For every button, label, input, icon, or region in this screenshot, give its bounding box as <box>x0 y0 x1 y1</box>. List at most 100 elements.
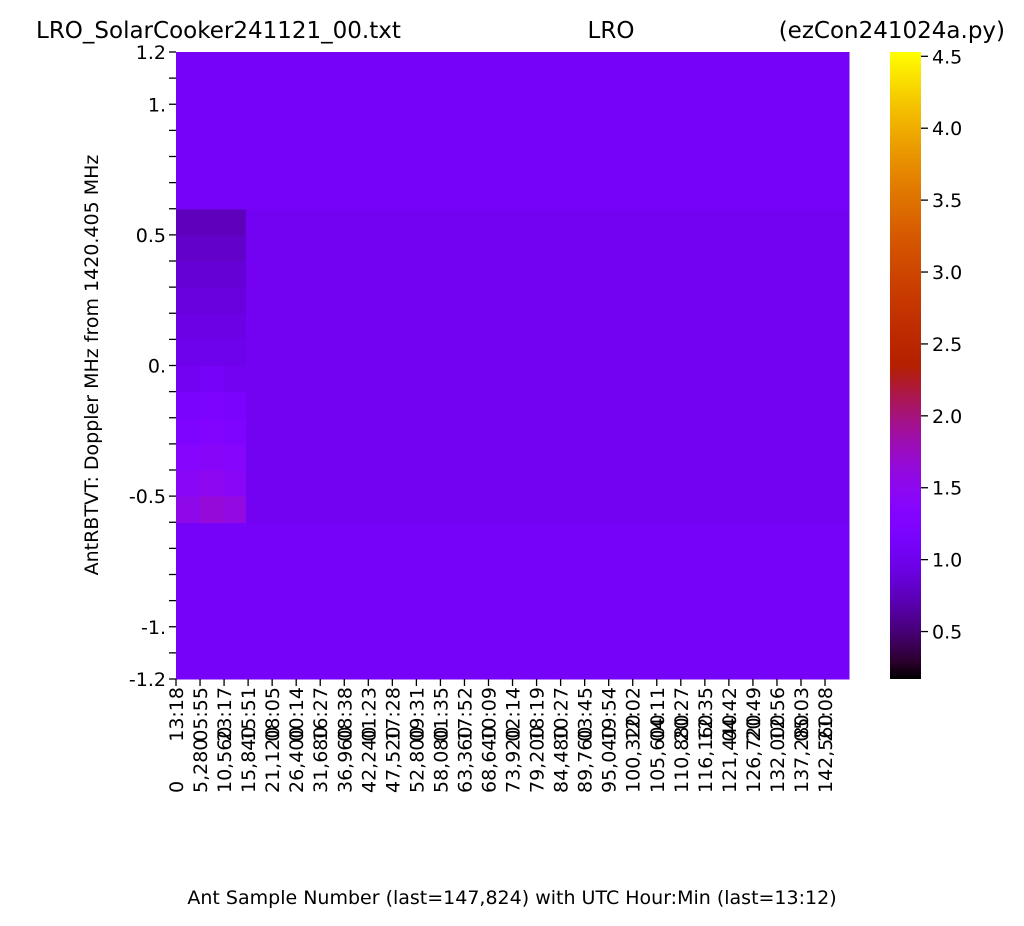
heatmap-cell <box>176 417 201 445</box>
heatmap-cell <box>296 208 345 236</box>
heatmap-cell <box>776 287 850 314</box>
heatmap-cell <box>224 208 247 236</box>
title-right: (ezCon241024a.py) <box>779 18 1005 44</box>
y-tick-label: 0.5 <box>136 225 166 247</box>
heatmap-cell <box>632 208 682 236</box>
heatmap-cell <box>246 522 297 680</box>
heatmap-cell <box>344 208 393 236</box>
heatmap-cell <box>680 234 730 262</box>
heatmap-cell <box>680 522 730 680</box>
heatmap-cell <box>776 417 850 445</box>
heatmap-cell <box>728 496 778 523</box>
heatmap-cell <box>488 52 538 210</box>
heatmap-cell <box>200 391 225 419</box>
heatmap-cell <box>632 287 682 314</box>
x-tick-time: 03:45 <box>575 687 597 742</box>
heatmap-cell <box>392 443 442 471</box>
heatmap-cell <box>224 496 247 523</box>
x-tick-label: 0 <box>166 781 188 793</box>
heatmap-cell <box>584 261 634 288</box>
heatmap-cell <box>584 391 634 419</box>
heatmap-cell <box>392 365 442 393</box>
x-tick-label: 10,560 <box>214 727 236 793</box>
heatmap-cell <box>680 470 730 497</box>
x-tick-time: 18:19 <box>527 687 549 742</box>
heatmap-cell <box>296 522 345 680</box>
heatmap-cell <box>536 443 586 471</box>
heatmap-cell <box>776 496 850 523</box>
heatmap-cell <box>584 339 634 367</box>
x-tick-time: 17:52 <box>454 687 476 742</box>
x-tick-time: 01:23 <box>358 687 380 742</box>
heatmap-cell <box>536 208 586 236</box>
x-tick-label: 126,720 <box>743 714 765 793</box>
heatmap-cell <box>488 417 538 445</box>
heatmap-cell <box>440 365 490 393</box>
colorbar <box>890 52 921 679</box>
x-tick-time: 20:27 <box>671 687 693 742</box>
colorbar-tick-label: 3.0 <box>932 262 962 284</box>
heatmap-cell <box>776 470 850 497</box>
heatmap-cell <box>200 470 225 497</box>
heatmap-cell <box>440 417 490 445</box>
heatmap-cell <box>680 365 730 393</box>
heatmap-cell <box>488 208 538 236</box>
x-tick-time: 05:55 <box>190 687 212 742</box>
heatmap-cell <box>200 234 225 262</box>
x-tick-label: 73,920 <box>503 727 525 793</box>
heatmap-cell <box>584 496 634 523</box>
x-tick-time: 16:27 <box>310 687 332 742</box>
x-tick-time: 20:49 <box>743 687 765 742</box>
heatmap-cell <box>296 261 345 288</box>
y-tick-label: 1. <box>148 94 166 116</box>
heatmap-cell <box>440 234 490 262</box>
heatmap-cell <box>296 417 345 445</box>
colorbar-tick-label: 3.5 <box>932 190 962 212</box>
heatmap-cell <box>246 52 297 210</box>
x-tick-label: 121,440 <box>719 714 741 793</box>
heatmap-cell <box>246 443 297 471</box>
heatmap-cell <box>176 339 201 367</box>
heatmap-cell <box>296 234 345 262</box>
heatmap-cell <box>536 287 586 314</box>
heatmap-cell <box>536 313 586 340</box>
heatmap-cell <box>728 365 778 393</box>
heatmap-cell <box>224 443 247 471</box>
heatmap-cell <box>488 365 538 393</box>
heatmap-cell <box>680 313 730 340</box>
heatmap-cell <box>246 470 297 497</box>
heatmap-cell <box>176 470 201 497</box>
heatmap-cell <box>392 391 442 419</box>
heatmap-cell <box>200 313 225 340</box>
heatmap-cell <box>246 496 297 523</box>
heatmap-cell <box>776 261 850 288</box>
heatmap-cell <box>728 522 778 680</box>
heatmap-cell <box>200 522 225 680</box>
heatmap-cell <box>224 470 247 497</box>
heatmap-cell <box>200 287 225 314</box>
x-tick-time: 10:09 <box>478 687 500 742</box>
heatmap-cell <box>344 365 393 393</box>
heatmap-cell <box>632 470 682 497</box>
y-tick-label: -1. <box>141 617 166 639</box>
x-tick-time: 08:05 <box>262 687 284 742</box>
heatmap-cell <box>728 417 778 445</box>
x-tick-time: 12:35 <box>695 687 717 742</box>
heatmap-cell <box>680 417 730 445</box>
heatmap-cell <box>680 287 730 314</box>
x-tick-time: 09:31 <box>406 687 428 742</box>
x-tick-time: 01:35 <box>430 687 452 742</box>
heatmap-cell <box>584 365 634 393</box>
colorbar-tick-label: 2.5 <box>932 334 962 356</box>
heatmap-cell <box>728 443 778 471</box>
heatmap-cell <box>176 208 201 236</box>
heatmap-cell <box>296 313 345 340</box>
heatmap-cell <box>584 287 634 314</box>
heatmap-cell <box>176 496 201 523</box>
title-left: LRO_SolarCooker241121_00.txt <box>36 18 401 44</box>
heatmap-cell <box>536 234 586 262</box>
x-tick-label: 137,280 <box>791 714 813 793</box>
heatmap-cell <box>728 391 778 419</box>
x-tick-time: 15:51 <box>238 687 260 742</box>
